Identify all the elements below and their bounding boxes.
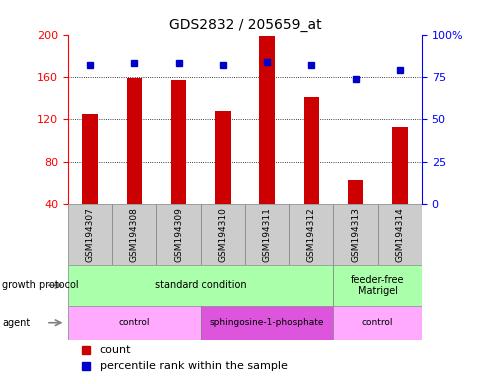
Bar	[377, 204, 421, 265]
Bar	[112, 204, 156, 265]
Bar	[82, 114, 98, 204]
Text: GSM194310: GSM194310	[218, 207, 227, 262]
Bar	[347, 180, 363, 204]
Bar	[170, 80, 186, 204]
Text: GSM194313: GSM194313	[350, 207, 359, 262]
Title: GDS2832 / 205659_at: GDS2832 / 205659_at	[168, 18, 320, 32]
Bar	[333, 265, 421, 306]
Text: GSM194308: GSM194308	[130, 207, 138, 262]
Text: sphingosine-1-phosphate: sphingosine-1-phosphate	[210, 318, 324, 327]
Text: percentile rank within the sample: percentile rank within the sample	[100, 361, 287, 371]
Bar	[259, 36, 274, 204]
Text: GSM194312: GSM194312	[306, 207, 315, 262]
Bar	[200, 204, 244, 265]
Bar	[288, 204, 333, 265]
Text: GSM194307: GSM194307	[85, 207, 94, 262]
Bar	[391, 127, 407, 204]
Bar	[68, 265, 333, 306]
Text: GSM194314: GSM194314	[394, 207, 404, 262]
Text: GSM194309: GSM194309	[174, 207, 182, 262]
Bar	[126, 78, 142, 204]
Bar	[244, 204, 288, 265]
Bar	[214, 111, 230, 204]
Bar	[68, 306, 200, 340]
Text: count: count	[100, 345, 131, 355]
Bar	[303, 97, 318, 204]
Bar	[68, 204, 112, 265]
Text: control: control	[361, 318, 393, 327]
Text: control: control	[118, 318, 150, 327]
Bar	[156, 204, 200, 265]
Text: GSM194311: GSM194311	[262, 207, 271, 262]
Text: growth protocol: growth protocol	[2, 280, 79, 290]
Bar	[333, 204, 377, 265]
Bar	[333, 306, 421, 340]
Text: agent: agent	[2, 318, 30, 328]
Text: standard condition: standard condition	[154, 280, 246, 290]
Text: feeder-free
Matrigel: feeder-free Matrigel	[350, 275, 404, 296]
Bar	[200, 306, 333, 340]
